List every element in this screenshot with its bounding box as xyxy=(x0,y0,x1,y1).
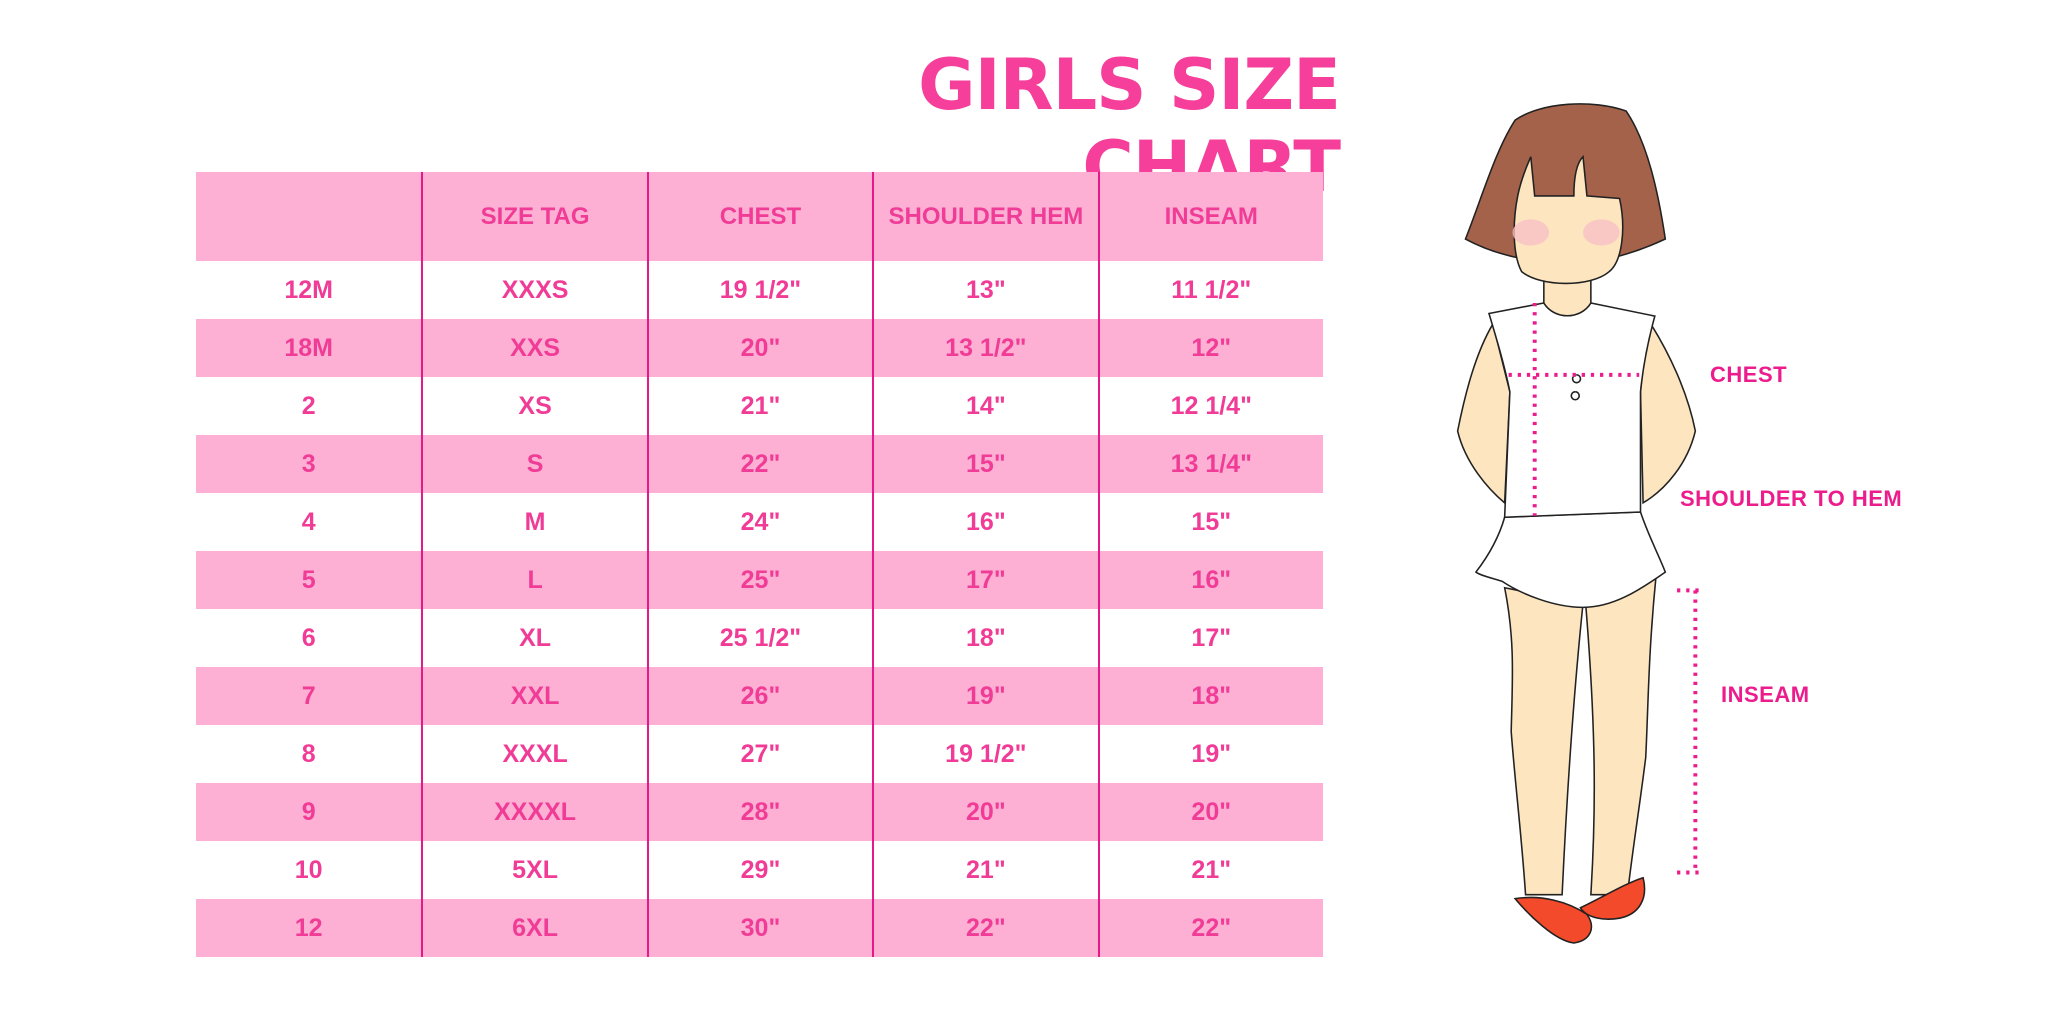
cell-age: 18M xyxy=(284,333,334,362)
cell-size-tag: S xyxy=(421,435,646,493)
cell-chest: 30" xyxy=(646,899,872,957)
cell-inseam: 19" xyxy=(1097,725,1323,783)
cell-size-tag: XXXS xyxy=(421,261,646,319)
face xyxy=(1513,155,1624,285)
cell-chest: 29" xyxy=(646,841,872,899)
cell-inseam: 12" xyxy=(1097,319,1323,377)
table-row: 9 XXXXL 28" 20" 20" xyxy=(196,783,1323,841)
cell-shoulder-hem: 13" xyxy=(872,261,1097,319)
cell-size-tag: XXXL xyxy=(421,725,646,783)
table-row: 5 L 25" 17" 16" xyxy=(196,551,1323,609)
cell-inseam: 18" xyxy=(1097,667,1323,725)
right-shoe xyxy=(1579,876,1646,920)
header-inseam: INSEAM xyxy=(1097,172,1323,261)
chest-label: CHEST xyxy=(1710,362,1788,387)
cell-age: 5 xyxy=(301,565,316,594)
cell-chest: 20" xyxy=(646,319,872,377)
cell-size-tag: M xyxy=(421,493,646,551)
cell-inseam: 22" xyxy=(1097,899,1323,957)
cell-size-tag: XXL xyxy=(421,667,646,725)
table-row: 6 XL 25 1/2" 18" 17" xyxy=(196,609,1323,667)
cell-age: 10 xyxy=(294,855,323,884)
table-row: 7 XXL 26" 19" 18" xyxy=(196,667,1323,725)
cell-inseam: 16" xyxy=(1097,551,1323,609)
hair xyxy=(1464,103,1667,260)
cell-chest: 22" xyxy=(646,435,872,493)
cell-age: 7 xyxy=(301,681,316,710)
cell-shoulder-hem: 19" xyxy=(872,667,1097,725)
table-row: 4 M 24" 16" 15" xyxy=(196,493,1323,551)
cell-shoulder-hem: 20" xyxy=(872,783,1097,841)
cell-shoulder-hem: 22" xyxy=(872,899,1097,957)
left-shoe xyxy=(1513,896,1593,944)
cell-age: 6 xyxy=(301,623,316,652)
left-arm xyxy=(1456,321,1511,505)
cell-size-tag: 5XL xyxy=(421,841,646,899)
cell-age: 12M xyxy=(284,275,334,304)
table-header: SIZE TAG CHEST SHOULDER HEM INSEAM xyxy=(196,172,1323,261)
cell-shoulder-hem: 17" xyxy=(872,551,1097,609)
page-title: GIRLS SIZE CHART xyxy=(918,44,1341,208)
right-leg xyxy=(1584,573,1658,896)
cell-size-tag: XXS xyxy=(421,319,646,377)
cell-chest: 24" xyxy=(646,493,872,551)
cell-shoulder-hem: 18" xyxy=(872,609,1097,667)
cell-size-tag: XL xyxy=(421,609,646,667)
right-arm xyxy=(1639,317,1697,505)
cell-age: 3 xyxy=(301,449,316,478)
table-row: 3 S 22" 15" 13 1/4" xyxy=(196,435,1323,493)
table-row: 8 XXXL 27" 19 1/2" 19" xyxy=(196,725,1323,783)
header-age xyxy=(196,172,421,261)
cell-inseam: 13 1/4" xyxy=(1097,435,1323,493)
cell-inseam: 17" xyxy=(1097,609,1323,667)
skirt xyxy=(1474,511,1667,609)
shoulder-to-hem-label: SHOULDER TO HEM xyxy=(1680,486,1903,511)
table-row: 12 6XL 30" 22" 22" xyxy=(196,899,1323,957)
cell-shoulder-hem: 13 1/2" xyxy=(872,319,1097,377)
cell-shoulder-hem: 19 1/2" xyxy=(872,725,1097,783)
cell-inseam: 15" xyxy=(1097,493,1323,551)
inseam-label: INSEAM xyxy=(1721,682,1810,707)
cell-chest: 25" xyxy=(646,551,872,609)
cell-size-tag: 6XL xyxy=(421,899,646,957)
table-row: 10 5XL 29" 21" 21" xyxy=(196,841,1323,899)
cell-chest: 28" xyxy=(646,783,872,841)
size-table: SIZE TAG CHEST SHOULDER HEM INSEAM 12M XXXS 19… xyxy=(196,172,1323,957)
cell-shoulder-hem: 14" xyxy=(872,377,1097,435)
cell-shoulder-hem: 15" xyxy=(872,435,1097,493)
cell-chest: 25 1/2" xyxy=(646,609,872,667)
left-cheek xyxy=(1512,219,1550,246)
shirt xyxy=(1487,302,1656,519)
table-row: 12M XXXS 19 1/2" 13" 11 1/2" xyxy=(196,261,1323,319)
header-chest: CHEST xyxy=(646,172,872,261)
cell-chest: 26" xyxy=(646,667,872,725)
shirt-buttons xyxy=(1570,374,1582,401)
table-row: 18M XXS 20" 13 1/2" 12" xyxy=(196,319,1323,377)
cell-age: 4 xyxy=(301,507,316,536)
table-row: 2 XS 21" 14" 12 1/4" xyxy=(196,377,1323,435)
cell-age: 2 xyxy=(301,391,316,420)
cell-inseam: 11 1/2" xyxy=(1097,261,1323,319)
cell-inseam: 12 1/4" xyxy=(1097,377,1323,435)
neck xyxy=(1543,276,1592,317)
cell-inseam: 20" xyxy=(1097,783,1323,841)
cell-age: 8 xyxy=(301,739,316,768)
cell-size-tag: L xyxy=(421,551,646,609)
cell-chest: 19 1/2" xyxy=(646,261,872,319)
cell-size-tag: XXXXL xyxy=(421,783,646,841)
cell-chest: 27" xyxy=(646,725,872,783)
left-leg xyxy=(1503,586,1584,896)
header-shoulder-hem: SHOULDER HEM xyxy=(872,172,1097,261)
cell-shoulder-hem: 16" xyxy=(872,493,1097,551)
cell-age: 12 xyxy=(294,913,323,942)
cell-chest: 21" xyxy=(646,377,872,435)
cell-inseam: 21" xyxy=(1097,841,1323,899)
right-cheek xyxy=(1583,219,1620,246)
cell-size-tag: XS xyxy=(421,377,646,435)
cell-shoulder-hem: 21" xyxy=(872,841,1097,899)
header-size-tag: SIZE TAG xyxy=(421,172,646,261)
cell-age: 9 xyxy=(301,797,316,826)
